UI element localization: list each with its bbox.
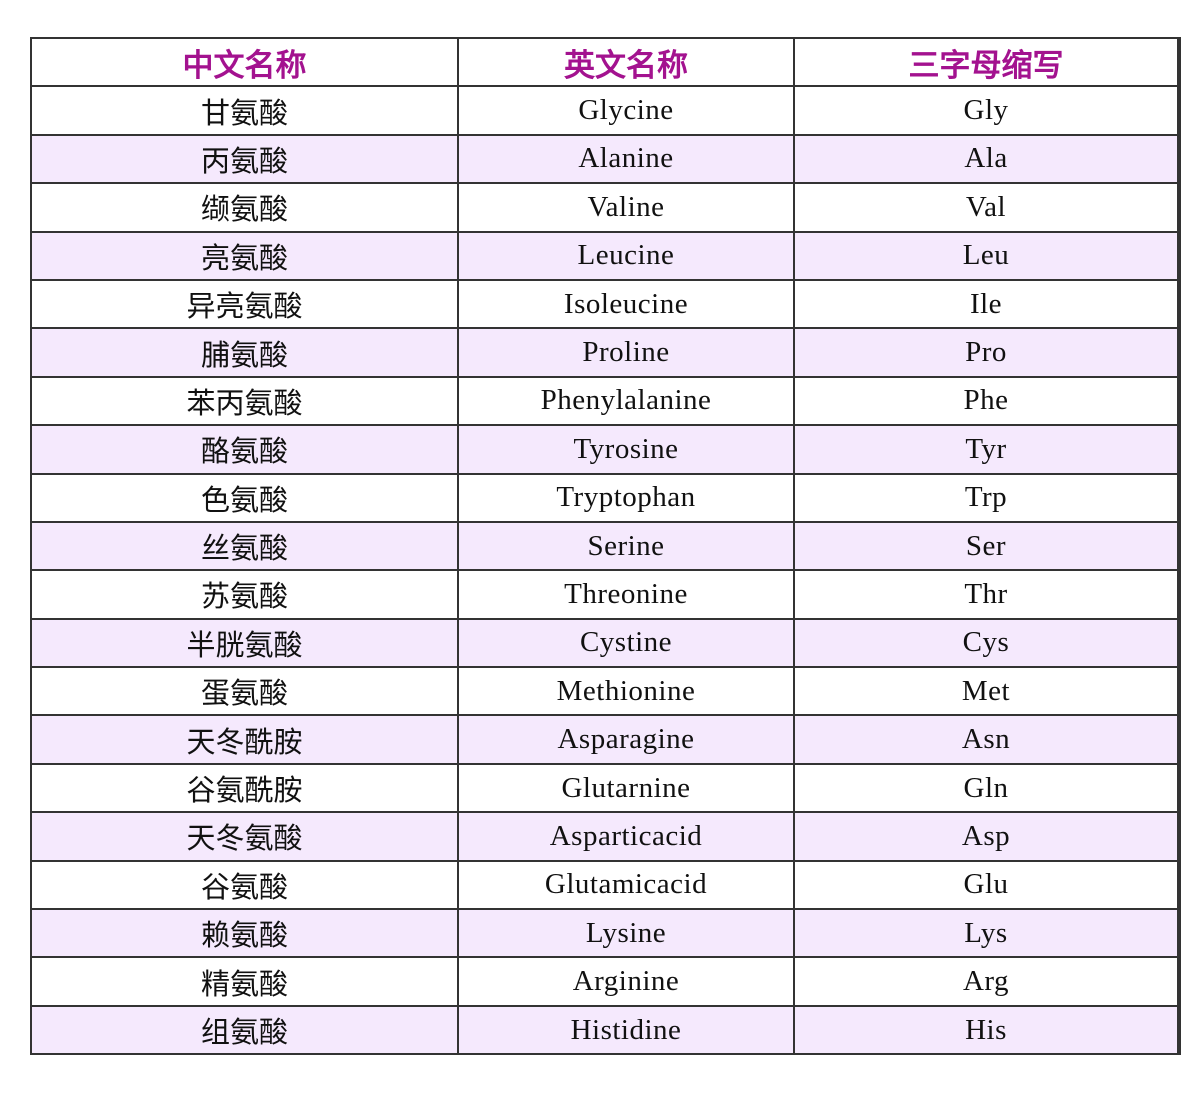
english-name-cell: Glutarnine [457,762,795,814]
english-name-cell: Asparticacid [457,811,795,862]
chinese-name-cell: 亮氨酸 [30,230,459,281]
table-row: 天冬氨酸 Asparticacid Asp [30,811,1180,862]
amino-acid-table: 中文名称 英文名称 三字母缩写 甘氨酸 Glycine Gly 丙氨酸 Alanine A… [30,36,1181,1056]
table-row: 脯氨酸 Proline Pro [30,327,1180,378]
abbreviation-cell: His [793,1004,1180,1056]
chinese-name-cell: 天冬氨酸 [30,811,459,862]
table-row: 丝氨酸 Serine Ser [30,520,1180,572]
english-name-cell: Glycine [457,85,795,136]
english-name-cell: Histidine [457,1004,795,1056]
english-name-cell: Arginine [457,956,795,1007]
english-name-cell: Tyrosine [457,424,795,475]
abbreviation-cell: Ser [793,520,1180,572]
table-row: 苏氨酸 Threonine Thr [30,569,1180,620]
english-name-cell: Valine [457,182,795,233]
abbreviation-cell: Gly [793,85,1180,136]
chinese-name-cell: 苏氨酸 [30,569,459,620]
header-english-name: 英文名称 [457,36,795,88]
table-row: 缬氨酸 Valine Val [30,182,1180,233]
english-name-cell: Cystine [457,617,795,669]
header-chinese-name: 中文名称 [30,36,459,88]
chinese-name-cell: 脯氨酸 [30,327,459,378]
chinese-name-cell: 谷氨酸 [30,859,459,911]
abbreviation-cell: Ile [793,278,1180,330]
chinese-name-cell: 精氨酸 [30,956,459,1007]
table-row: 丙氨酸 Alanine Ala [30,133,1180,185]
english-name-cell: Proline [457,327,795,378]
abbreviation-cell: Gln [793,762,1180,814]
english-name-cell: Asparagine [457,714,795,765]
chinese-name-cell: 组氨酸 [30,1004,459,1056]
abbreviation-cell: Tyr [793,424,1180,475]
table-row: 精氨酸 Arginine Arg [30,956,1180,1007]
table-row: 天冬酰胺 Asparagine Asn [30,714,1180,765]
abbreviation-cell: Asp [793,811,1180,862]
table-row: 色氨酸 Tryptophan Trp [30,472,1180,523]
table-row: 谷氨酰胺 Glutarnine Gln [30,762,1180,814]
table-row: 半胱氨酸 Cystine Cys [30,617,1180,669]
english-name-cell: Alanine [457,133,795,185]
table-row: 谷氨酸 Glutamicacid Glu [30,859,1180,911]
table-row: 组氨酸 Histidine His [30,1004,1180,1056]
header-row: 中文名称 英文名称 三字母缩写 [30,36,1180,88]
english-name-cell: Methionine [457,666,795,717]
english-name-cell: Tryptophan [457,472,795,523]
table-row: 甘氨酸 Glycine Gly [30,85,1180,136]
abbreviation-cell: Glu [793,859,1180,911]
chinese-name-cell: 缬氨酸 [30,182,459,233]
english-name-cell: Leucine [457,230,795,281]
chinese-name-cell: 甘氨酸 [30,85,459,136]
chinese-name-cell: 色氨酸 [30,472,459,523]
chinese-name-cell: 异亮氨酸 [30,278,459,330]
english-name-cell: Threonine [457,569,795,620]
abbreviation-cell: Leu [793,230,1180,281]
table-row: 酪氨酸 Tyrosine Tyr [30,424,1180,475]
chinese-name-cell: 谷氨酰胺 [30,762,459,814]
abbreviation-cell: Pro [793,327,1180,378]
abbreviation-cell: Trp [793,472,1180,523]
table-row: 蛋氨酸 Methionine Met [30,666,1180,717]
table-row: 异亮氨酸 Isoleucine Ile [30,278,1180,330]
abbreviation-cell: Phe [793,375,1180,427]
english-name-cell: Glutamicacid [457,859,795,911]
abbreviation-cell: Met [793,666,1180,717]
english-name-cell: Lysine [457,908,795,959]
english-name-cell: Isoleucine [457,278,795,330]
abbreviation-cell: Arg [793,956,1180,1007]
table-row: 苯丙氨酸 Phenylalanine Phe [30,375,1180,427]
chinese-name-cell: 丝氨酸 [30,520,459,572]
table-row: 赖氨酸 Lysine Lys [30,908,1180,959]
abbreviation-cell: Lys [793,908,1180,959]
abbreviation-cell: Thr [793,569,1180,620]
chinese-name-cell: 苯丙氨酸 [30,375,459,427]
english-name-cell: Phenylalanine [457,375,795,427]
chinese-name-cell: 酪氨酸 [30,424,459,475]
header-abbreviation: 三字母缩写 [793,36,1180,88]
chinese-name-cell: 蛋氨酸 [30,666,459,717]
abbreviation-cell: Asn [793,714,1180,765]
abbreviation-cell: Ala [793,133,1180,185]
abbreviation-cell: Cys [793,617,1180,669]
table-row: 亮氨酸 Leucine Leu [30,230,1180,281]
chinese-name-cell: 丙氨酸 [30,133,459,185]
chinese-name-cell: 半胱氨酸 [30,617,459,669]
abbreviation-cell: Val [793,182,1180,233]
english-name-cell: Serine [457,520,795,572]
chinese-name-cell: 赖氨酸 [30,908,459,959]
chinese-name-cell: 天冬酰胺 [30,714,459,765]
